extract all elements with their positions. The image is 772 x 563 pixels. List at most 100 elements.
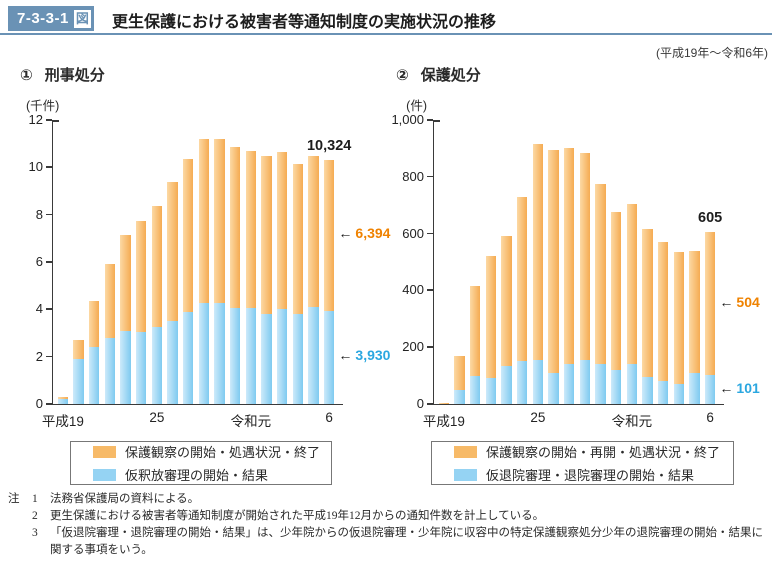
bar-segment-orange [261,155,272,315]
y-axis-tick-label: 0 [35,396,43,411]
y-axis-tick-label: 4 [35,301,43,317]
bar-segment-orange [642,229,653,378]
bar-segment-blue [673,384,685,404]
bar-segment-blue [308,306,319,404]
y-axis-tick-label: 200 [402,339,424,355]
blue-series-annotation: ← 101 [719,380,759,396]
footnote-marker: 注 [8,493,20,505]
chart2-unit-label: (件) [406,99,427,113]
annotation-value: 504 [736,293,760,310]
bar-segment-orange [563,148,575,365]
footnote-text: 「仮退院審理・退院審理の開始・結果」は、少年院からの仮退院審理・少年院に収容中の… [50,527,763,557]
bar-segment-orange [57,396,69,400]
annotation-value: 3,930 [355,347,391,364]
footnote-number: 1 [32,493,38,505]
bar-segment-blue [167,321,178,404]
left-arrow-icon: ← [338,347,353,364]
chart1-panel-label: ① [20,67,33,84]
blue-series-annotation: ← 3,930 [338,347,390,363]
bar-segment-orange [120,234,131,331]
bar-segment-orange [454,355,465,390]
bar-segment-blue [135,331,147,404]
blue-series-swatch [454,468,477,481]
x-axis-tick-label: 平成19 [41,414,84,429]
bar-segment-blue [704,375,716,404]
y-axis-tick [46,166,52,168]
bar-segment-blue [563,364,575,404]
y-axis-tick-label: 6 [35,254,43,269]
bar-segment-orange [214,138,225,304]
bar-segment-orange [88,301,100,348]
bar-segment-blue [245,308,257,404]
bar-segment-blue [214,303,225,404]
y-axis-tick-label: 12 [28,112,43,127]
x-axis-tick-label: 25 [149,410,165,425]
chart2-legend: 保護観察の開始・再開・処遇状況・終了 仮退院審理・退院審理の開始・結果 [431,441,734,485]
figure-number-badge: 7-3-3-1 図 [8,6,95,31]
bar-segment-orange [532,144,544,360]
footnote-text: 更生保護における被害者等通知制度が開始された平成19年12月からの通知件数を計上… [50,510,545,523]
bar-segment-blue [292,314,304,404]
bar-segment-blue [469,375,481,404]
bar-segment-orange [104,264,116,338]
orange-series-annotation: ← 504 [719,294,759,310]
left-arrow-icon: ← [719,293,734,310]
chart1-title: ① 刑事処分 [20,64,105,85]
y-axis-tick [46,355,52,358]
bar-segment-blue [323,311,335,404]
page-title: 更生保護における被害者等通知制度の実施状況の推移 [112,14,497,31]
footnote-number: 3 [32,527,38,540]
y-axis-tick-label: 2 [35,348,43,364]
bar-segment-blue [276,309,288,404]
orange-series-swatch [93,445,116,458]
bar-segment-blue [229,308,241,404]
bar-segment-orange [579,152,591,360]
x-axis-tick-label: 6 [325,410,333,425]
total-value-label: 605 [698,210,723,227]
bar-segment-orange [73,340,84,360]
bar-segment-orange [689,250,700,373]
y-axis-tick [427,346,433,348]
y-axis-tick [427,232,433,235]
bar-segment-orange [657,242,669,382]
x-axis-tick-label: 令和元 [230,414,272,429]
bar-segment-orange [323,159,335,311]
period-note: (平成19年～令和6年) [655,46,768,60]
bar-segment-blue [642,377,653,404]
bar-segment-blue [610,369,622,404]
y-axis-tick [46,213,52,216]
bar-segment-orange [182,159,194,312]
y-axis-tick [427,403,433,405]
bar-segment-orange [292,163,304,315]
bar-segment-blue [198,303,210,404]
y-axis-tick [427,119,433,121]
figure-badge-suffix: 図 [73,9,92,28]
left-arrow-icon: ← [338,225,353,242]
y-axis-tick [427,175,433,178]
bar-segment-blue [73,359,84,404]
bar-segment-blue [454,389,465,404]
chart2-title-text: 保護処分 [420,67,481,84]
bar-segment-orange [548,149,559,373]
footnote-item: 2 更生保護における被害者等通知制度が開始された平成19年12月からの通知件数を… [8,508,766,525]
chart2-title: ② 保護処分 [396,64,481,85]
left-arrow-icon: ← [719,379,734,396]
legend-row: 保護観察の開始・再開・処遇状況・終了 [454,442,733,461]
y-axis-tick [46,308,52,310]
legend-label: 仮退院審理・退院審理の開始・結果 [486,468,695,483]
blue-series-swatch [93,468,116,481]
bar-segment-blue [516,361,528,404]
chart1-legend: 保護観察の開始・処遇状況・終了 仮釈放審理の開始・結果 [70,441,332,485]
x-axis-tick-label: 25 [530,410,546,425]
bar-segment-orange [704,232,716,376]
bar-segment-blue [532,359,544,404]
bar-segment-blue [88,347,100,404]
bar-segment-orange [673,252,685,385]
bar-segment-orange [610,212,622,370]
bar-segment-orange [626,203,638,365]
bar-segment-orange [308,155,319,307]
bar-segment-blue [548,372,559,404]
y-axis-top-nub [53,120,59,122]
bar-segment-blue [595,364,606,404]
